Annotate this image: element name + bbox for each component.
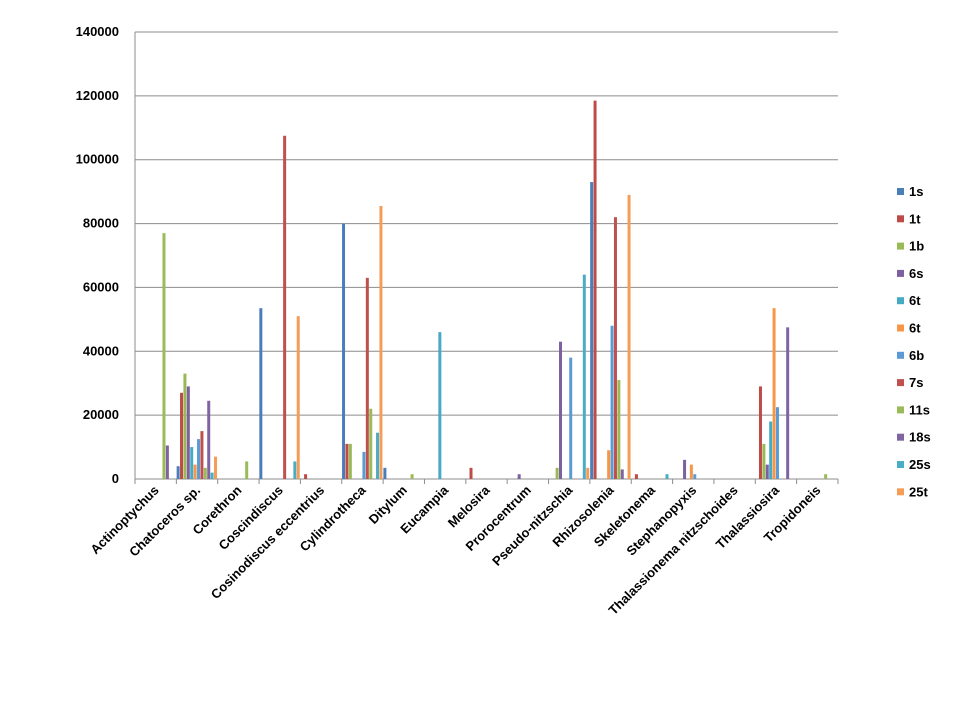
y-tick-label: 80000	[83, 216, 119, 231]
bar	[376, 432, 380, 479]
y-tick-label: 40000	[83, 343, 119, 358]
bar	[162, 233, 166, 479]
bar	[203, 467, 207, 479]
bar	[245, 461, 249, 479]
bar	[296, 316, 300, 479]
bar	[176, 466, 180, 479]
bar	[469, 467, 473, 479]
bar	[765, 464, 769, 479]
bar	[607, 450, 611, 479]
bar	[775, 407, 779, 479]
bar	[186, 386, 190, 479]
bar	[586, 467, 590, 479]
bar	[593, 100, 597, 480]
bar	[665, 474, 669, 479]
bar	[365, 277, 369, 479]
bar	[200, 431, 204, 479]
legend-swatch	[897, 461, 904, 468]
legend-swatch	[897, 297, 904, 305]
bar	[410, 474, 414, 479]
y-tick-label: 0	[112, 471, 119, 486]
legend-swatch	[897, 433, 904, 441]
legend-swatch	[897, 406, 904, 414]
bar	[590, 182, 594, 480]
bar	[259, 308, 263, 479]
bar	[438, 332, 442, 479]
y-tick-label: 60000	[83, 279, 119, 294]
bar	[517, 474, 521, 479]
legend-label: 11s	[909, 402, 930, 417]
bar	[786, 327, 790, 479]
bar	[210, 472, 214, 479]
bar	[693, 474, 697, 479]
bar	[193, 464, 197, 479]
bar	[207, 400, 211, 479]
bar	[283, 135, 287, 479]
bar	[342, 223, 346, 479]
legend-label: 6b	[909, 348, 924, 363]
bar	[304, 474, 308, 479]
bar	[559, 341, 563, 479]
x-tick-label: Chatoceros sp.	[126, 483, 203, 560]
bar	[180, 392, 184, 479]
bar	[362, 451, 366, 479]
bar	[634, 474, 638, 479]
bar	[345, 443, 349, 479]
bar	[190, 447, 194, 479]
legend-swatch	[897, 324, 904, 332]
bar	[620, 469, 624, 479]
bar	[369, 408, 373, 479]
bar	[769, 421, 773, 479]
x-tick-label: Actinoptychus	[87, 483, 161, 557]
legend-swatch	[897, 269, 904, 277]
legend-label: 25t	[909, 484, 928, 499]
bar	[613, 217, 617, 479]
bar	[762, 443, 766, 479]
bar	[197, 439, 201, 479]
bar	[617, 380, 621, 479]
legend-label: 7s	[909, 375, 923, 390]
legend-label: 6t	[909, 321, 921, 336]
legend-label: 1s	[909, 184, 923, 199]
bar	[348, 443, 352, 479]
legend-swatch	[897, 242, 904, 250]
legend-swatch	[897, 488, 904, 496]
legend-label: 1b	[909, 239, 924, 254]
legend-swatch	[897, 351, 904, 359]
bar	[758, 386, 762, 479]
bar	[689, 464, 693, 479]
bar	[379, 206, 383, 479]
y-tick-label: 120000	[76, 88, 119, 103]
bar	[165, 445, 169, 479]
legend-label: 6t	[909, 293, 921, 308]
legend-label: 25s	[909, 457, 931, 472]
bar	[293, 461, 297, 479]
bar	[214, 456, 218, 479]
legend-label: 1t	[909, 211, 921, 226]
bar	[582, 274, 586, 479]
y-tick-label: 100000	[76, 152, 119, 167]
bar	[569, 357, 573, 479]
bar	[383, 467, 387, 479]
legend-label: 6s	[909, 266, 923, 281]
bar	[183, 373, 187, 479]
bar	[627, 194, 631, 480]
y-tick-label: 140000	[76, 24, 119, 39]
bar	[555, 467, 559, 479]
legend-swatch	[897, 379, 904, 387]
bar	[772, 308, 776, 479]
bar	[683, 459, 687, 479]
bar	[824, 474, 828, 479]
y-tick-label: 20000	[83, 407, 119, 422]
legend-swatch	[897, 188, 904, 195]
legend-swatch	[897, 215, 904, 223]
bar	[610, 325, 614, 479]
legend-label: 18s	[909, 430, 931, 445]
